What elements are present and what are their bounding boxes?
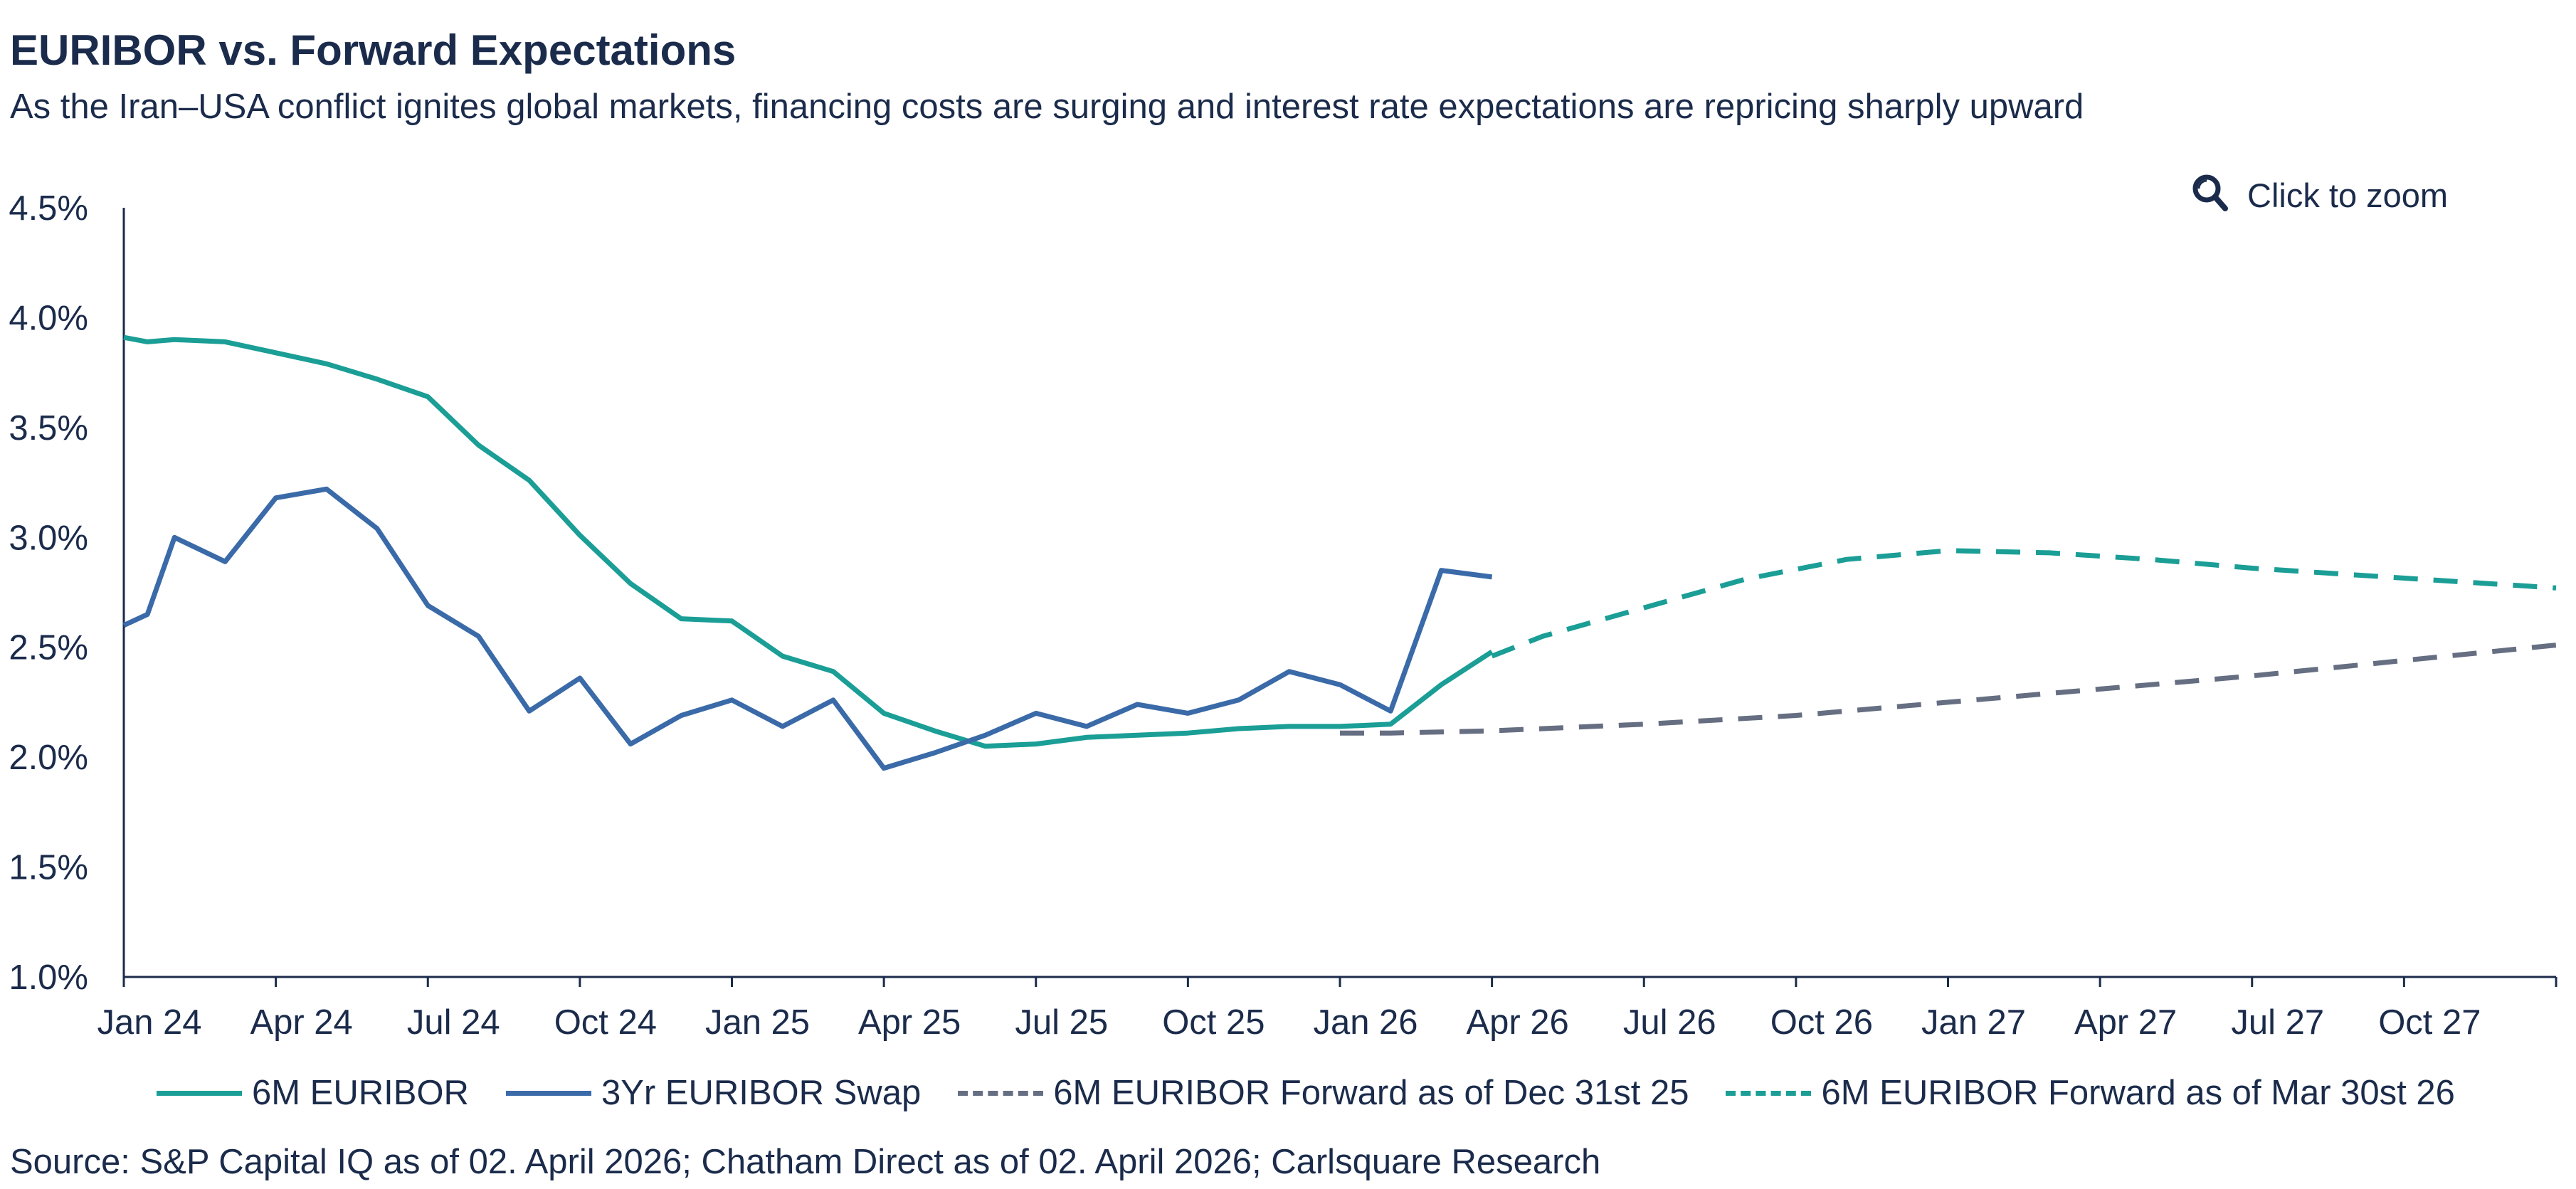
x-tick-label: Jul 25 bbox=[1015, 1003, 1108, 1042]
x-tick-label: Jan 24 bbox=[97, 1003, 201, 1042]
legend-swatch bbox=[157, 1090, 242, 1096]
y-tick-label: 4.0% bbox=[9, 299, 88, 337]
legend-label: 6M EURIBOR bbox=[252, 1074, 469, 1112]
series-line-3 bbox=[1340, 643, 2557, 736]
series-line-1 bbox=[123, 334, 1494, 749]
chart-series bbox=[122, 334, 2557, 771]
x-tick-label: Jan 26 bbox=[1313, 1003, 1418, 1042]
x-tick-label: Jan 25 bbox=[705, 1003, 810, 1042]
x-tick-label: Apr 25 bbox=[858, 1003, 961, 1042]
zoom-button[interactable]: Click to zoom bbox=[2192, 174, 2448, 217]
y-tick-label: 2.5% bbox=[9, 629, 88, 667]
legend-item-forward-mar: 6M EURIBOR Forward as of Mar 30st 26 bbox=[1726, 1073, 2455, 1113]
chart-legend: 6M EURIBOR 3Yr EURIBOR Swap 6M EURIBOR F… bbox=[157, 1073, 2492, 1113]
x-tick-label: Apr 27 bbox=[2074, 1003, 2177, 1042]
y-tick-label: 3.5% bbox=[9, 409, 88, 448]
legend-item-3yr-swap: 3Yr EURIBOR Swap bbox=[505, 1073, 922, 1113]
y-tick-label: 3.0% bbox=[9, 519, 88, 557]
x-tick-label: Jul 24 bbox=[407, 1003, 500, 1042]
x-tick-label: Oct 27 bbox=[2378, 1003, 2481, 1042]
legend-label: 3Yr EURIBOR Swap bbox=[601, 1074, 922, 1112]
legend-swatch bbox=[505, 1090, 591, 1096]
legend-label: 6M EURIBOR Forward as of Mar 30st 26 bbox=[1821, 1074, 2455, 1112]
x-tick-label: Apr 26 bbox=[1466, 1003, 1568, 1042]
x-tick-label: Jul 26 bbox=[1623, 1003, 1716, 1042]
x-tick-label: Jul 27 bbox=[2231, 1003, 2324, 1042]
x-tick-label: Oct 24 bbox=[554, 1003, 657, 1042]
series-line-2 bbox=[122, 486, 1493, 771]
legend-label: 6M EURIBOR Forward as of Dec 31st 25 bbox=[1053, 1074, 1689, 1112]
series-line-4 bbox=[1491, 548, 2557, 659]
x-tick-label: Apr 24 bbox=[250, 1003, 352, 1042]
y-tick-label: 1.0% bbox=[9, 958, 88, 997]
chart-axes bbox=[122, 208, 2556, 978]
x-axis-ticks: Jan 24 Apr 24 Jul 24 Oct 24 Jan 25 Apr 25 Jul … bbox=[97, 977, 2557, 1042]
x-tick-label: Jan 27 bbox=[1921, 1003, 2026, 1042]
legend-swatch bbox=[1726, 1090, 1812, 1096]
legend-item-6m-euribor: 6M EURIBOR bbox=[157, 1073, 469, 1113]
source-note: Source: S&P Capital IQ as of 02. April 2… bbox=[10, 1143, 1601, 1181]
y-tick-label: 4.5% bbox=[9, 189, 88, 228]
y-axis-ticks: 1.0% 1.5% 2.0% 2.5% 3.0% 3.5% 4.0% 4.5% bbox=[9, 189, 88, 997]
legend-item-forward-dec: 6M EURIBOR Forward as of Dec 31st 25 bbox=[958, 1073, 1689, 1113]
y-tick-label: 1.5% bbox=[9, 849, 88, 887]
magnifier-icon bbox=[2192, 174, 2229, 217]
zoom-label: Click to zoom bbox=[2247, 176, 2449, 214]
x-tick-label: Oct 26 bbox=[1770, 1003, 1873, 1042]
legend-swatch bbox=[958, 1090, 1044, 1096]
chart-title: EURIBOR vs. Forward Expectations bbox=[10, 26, 737, 74]
y-tick-label: 2.0% bbox=[9, 739, 88, 777]
x-tick-label: Oct 25 bbox=[1162, 1003, 1265, 1042]
chart-subtitle: As the Iran–USA conflict ignites global … bbox=[10, 88, 2084, 126]
